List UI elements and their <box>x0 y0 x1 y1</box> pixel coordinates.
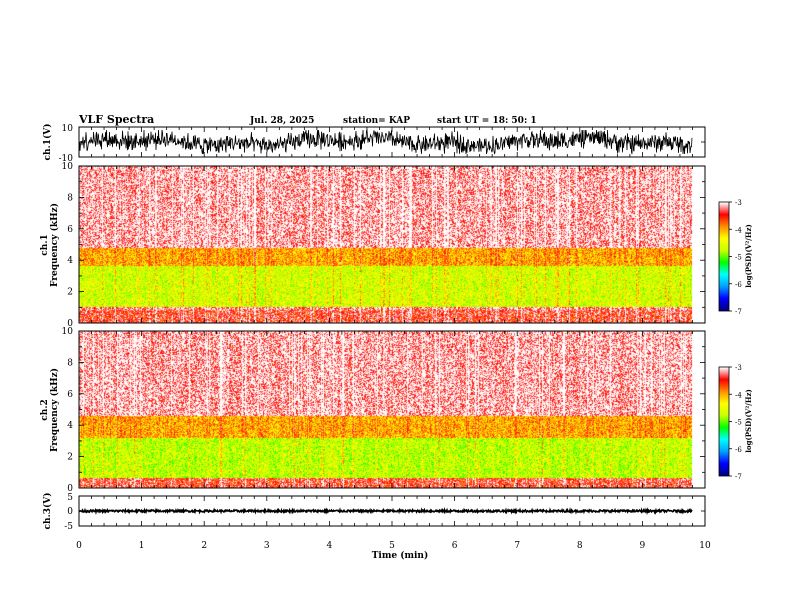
figure-start-ut: start UT = 18: 50: 1 <box>437 116 537 126</box>
y-tick-label: 8 <box>67 193 73 203</box>
ch2-colorbar-ticks: -3 -4 -5 -6 -7 <box>729 364 742 481</box>
x-tick-label: 8 <box>577 541 583 551</box>
y-tick-label: 4 <box>67 256 73 266</box>
ch1-waveform-line <box>78 128 693 155</box>
figure-title: VLF Spectra <box>78 113 154 126</box>
ch2-colorbar-label: log(PSD)(V²/Hz) <box>744 389 753 453</box>
x-axis-tick-labels: 0 1 2 3 4 5 6 7 8 9 10 <box>76 541 711 551</box>
ch1-waveform-panel: 10 -10 ch.1(V) <box>42 124 706 164</box>
colorbar-tick-label: -3 <box>735 364 742 372</box>
ch2-spectrogram-ticks <box>78 330 706 489</box>
ch3-waveform-ylabel: ch.3(V) <box>42 493 53 530</box>
ch1-colorbar: -3 -4 -5 -6 -7 log(PSD)(V²/Hz) <box>718 199 753 316</box>
x-tick-label: 9 <box>640 541 646 551</box>
colorbar-tick-label: -6 <box>735 446 742 454</box>
colorbar-tick-label: -7 <box>735 308 742 316</box>
ch1-spectrogram-panel: 0 2 4 6 8 10 ch.1 Frequency (kHz) -3 -4 -5 -6 -7 … <box>40 162 753 329</box>
ch3-waveform-line <box>78 507 693 516</box>
figure-station: station= KAP <box>343 116 410 126</box>
ch2-colorbar: -3 -4 -5 -6 -7 log(PSD)(V²/Hz) <box>718 364 753 481</box>
colorbar-tick-label: -4 <box>735 226 742 234</box>
colorbar-tick-label: -3 <box>735 199 742 207</box>
ch1-colorbar-image <box>719 202 729 311</box>
ch3-ytick-mid: 0 <box>67 507 73 517</box>
ch3-waveform-ticks <box>78 495 706 527</box>
colorbar-tick-label: -5 <box>735 419 742 427</box>
ch1-spectrogram-ticks <box>78 165 706 324</box>
ch3-waveform-trace <box>78 507 693 516</box>
x-tick-label: 10 <box>699 541 711 551</box>
x-tick-label: 0 <box>76 541 82 551</box>
ch1-ytick-top: 10 <box>62 124 74 134</box>
ch2-spectrogram-ylabel-frequency: Frequency (kHz) <box>49 368 60 452</box>
ch1-colorbar-label: log(PSD)(V²/Hz) <box>744 224 753 288</box>
x-tick-label: 3 <box>264 541 270 551</box>
y-tick-label: 0 <box>67 319 73 329</box>
ch2-colorbar-image <box>719 367 729 476</box>
ch1-spectrogram-image <box>79 166 705 323</box>
ch1-spectrogram-ylabel-frequency: Frequency (kHz) <box>49 203 60 287</box>
ch1-spectrogram-ylabel-channel: ch.1 <box>40 234 50 255</box>
ch1-waveform-trace <box>78 128 693 155</box>
y-tick-label: 8 <box>67 358 73 368</box>
y-tick-label: 0 <box>67 484 73 494</box>
ch3-ytick-bottom: -5 <box>64 522 73 532</box>
x-tick-label: 5 <box>389 541 395 551</box>
y-tick-label: 10 <box>62 327 74 337</box>
y-tick-label: 2 <box>67 453 73 463</box>
ch1-colorbar-ticks: -3 -4 -5 -6 -7 <box>729 199 742 316</box>
ch2-spectrogram-panel: 0 2 4 6 8 10 ch.2 Frequency (kHz) -3 -4 -5 -6 -7 … <box>40 327 753 494</box>
colorbar-tick-label: -4 <box>735 391 742 399</box>
colorbar-tick-label: -7 <box>735 473 742 481</box>
ch3-ytick-top: 5 <box>67 493 73 503</box>
y-tick-label: 6 <box>67 390 73 400</box>
ch2-spectrogram-ylabel-channel: ch.2 <box>40 399 50 420</box>
y-tick-label: 4 <box>67 421 73 431</box>
ch1-ytick-bottom: -10 <box>59 154 74 164</box>
ch1-spectrogram-ytick-labels: 0 2 4 6 8 10 <box>62 162 74 329</box>
x-tick-label: 1 <box>139 541 145 551</box>
y-tick-label: 2 <box>67 288 73 298</box>
ch2-spectrogram-image <box>79 331 705 488</box>
x-tick-label: 4 <box>327 541 333 551</box>
x-tick-label: 7 <box>514 541 520 551</box>
ch3-waveform-panel: 5 0 -5 ch.3(V) <box>42 493 706 532</box>
y-tick-label: 6 <box>67 225 73 235</box>
ch1-waveform-ticks <box>78 126 706 158</box>
y-tick-label: 10 <box>62 162 74 172</box>
colorbar-tick-label: -5 <box>735 254 742 262</box>
ch2-spectrogram-ytick-labels: 0 2 4 6 8 10 <box>62 327 74 494</box>
ch1-waveform-ylabel: ch.1(V) <box>42 124 53 161</box>
x-tick-label: 6 <box>452 541 458 551</box>
colorbar-tick-label: -6 <box>735 281 742 289</box>
x-tick-label: 2 <box>201 541 207 551</box>
figure-date: Jul. 28, 2025 <box>249 116 314 126</box>
x-axis-label: Time (min) <box>372 550 429 561</box>
